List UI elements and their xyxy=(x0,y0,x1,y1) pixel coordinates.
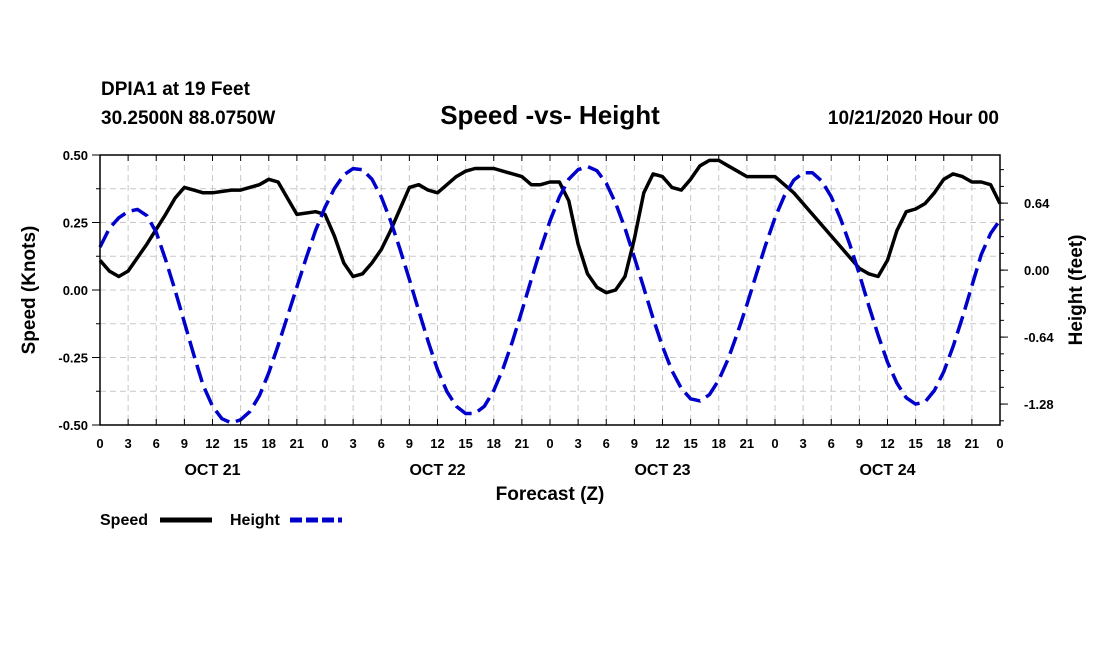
x-tick-label: 9 xyxy=(406,436,413,451)
x-axis-label: Forecast (Z) xyxy=(496,484,605,505)
day-label: OCT 24 xyxy=(859,462,915,479)
x-tick-label: 9 xyxy=(631,436,638,451)
x-tick-label: 3 xyxy=(800,436,807,451)
y2-tick-label: -0.64 xyxy=(1024,330,1054,345)
station-label: DPIA1 at 19 Feet xyxy=(101,79,251,100)
y-axis-label: Speed (Knots) xyxy=(19,226,40,355)
x-tick-label: 15 xyxy=(458,436,472,451)
x-tick-label: 12 xyxy=(205,436,219,451)
y2-tick-label: 0.00 xyxy=(1024,263,1049,278)
y2-tick-label: 0.64 xyxy=(1024,196,1050,211)
tick-labels: 0 3 6 9 12 15 18 21 0 3 6 9 12 15 18 21 0 3 6 9 12 15 18 21 0 3 6 9… xyxy=(58,148,1054,479)
x-tick-label: 21 xyxy=(290,436,304,451)
axis-ticks xyxy=(92,154,1008,426)
x-tick-label: 21 xyxy=(515,436,529,451)
x-tick-label: 18 xyxy=(712,436,726,451)
y-tick-label: 0.25 xyxy=(63,216,88,231)
height-series-line xyxy=(98,164,1002,425)
x-tick-label: 12 xyxy=(880,436,894,451)
x-tick-label: 6 xyxy=(378,436,385,451)
y-tick-label: -0.50 xyxy=(58,418,88,433)
x-tick-label: 15 xyxy=(908,436,922,451)
chart-title: Speed -vs- Height xyxy=(440,100,660,130)
x-tick-label: 9 xyxy=(181,436,188,451)
x-tick-label: 0 xyxy=(321,436,328,451)
x-tick-label: 21 xyxy=(965,436,979,451)
x-tick-label: 6 xyxy=(828,436,835,451)
legend-speed-label: Speed xyxy=(100,512,148,529)
day-label: OCT 22 xyxy=(409,462,465,479)
day-label: OCT 21 xyxy=(184,462,240,479)
x-tick-label: 21 xyxy=(740,436,754,451)
series-group xyxy=(98,158,1002,425)
x-tick-label: 0 xyxy=(996,436,1003,451)
x-tick-label: 0 xyxy=(546,436,553,451)
x-tick-label: 12 xyxy=(430,436,444,451)
y2-axis-label: Height (feet) xyxy=(1066,235,1087,346)
x-tick-label: 3 xyxy=(575,436,582,451)
y2-tick-label: -1.28 xyxy=(1024,397,1054,412)
legend-height-label: Height xyxy=(230,512,280,529)
x-tick-label: 18 xyxy=(487,436,501,451)
x-tick-label: 18 xyxy=(937,436,951,451)
legend: Speed Height xyxy=(100,512,342,529)
x-tick-label: 3 xyxy=(350,436,357,451)
x-tick-label: 18 xyxy=(262,436,276,451)
x-tick-label: 0 xyxy=(771,436,778,451)
x-tick-label: 15 xyxy=(233,436,247,451)
y-tick-label: -0.25 xyxy=(58,351,88,366)
y-tick-label: 0.00 xyxy=(63,283,88,298)
x-tick-label: 15 xyxy=(683,436,697,451)
day-label: OCT 23 xyxy=(634,462,690,479)
x-tick-label: 6 xyxy=(153,436,160,451)
x-tick-label: 0 xyxy=(96,436,103,451)
x-tick-label: 9 xyxy=(856,436,863,451)
y-tick-label: 0.50 xyxy=(63,148,88,163)
grid-lines xyxy=(100,155,1000,425)
x-tick-label: 12 xyxy=(655,436,669,451)
x-tick-label: 3 xyxy=(125,436,132,451)
forecast-datetime: 10/21/2020 Hour 00 xyxy=(828,108,999,129)
coordinates-label: 30.2500N 88.0750W xyxy=(101,108,275,129)
x-tick-label: 6 xyxy=(603,436,610,451)
